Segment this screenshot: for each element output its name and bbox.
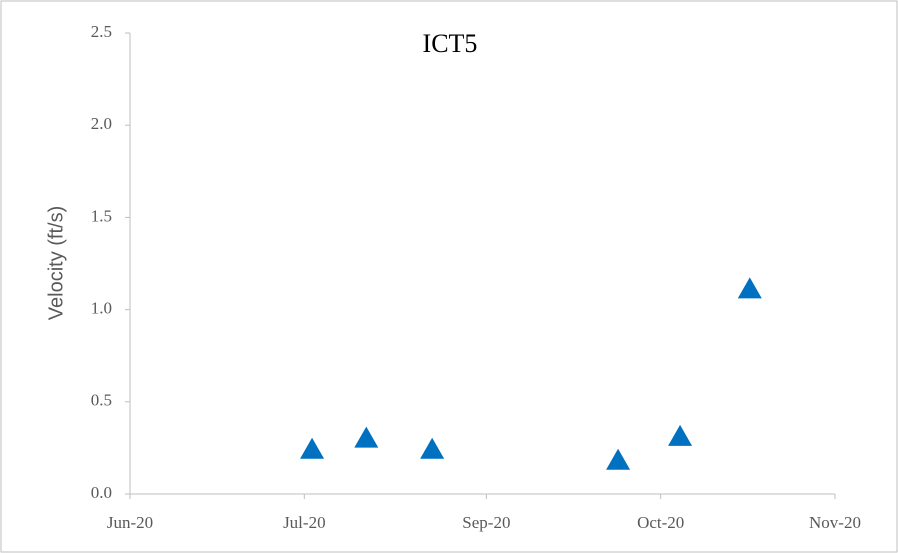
y-tick-label: 1.5	[91, 206, 112, 225]
chart-title: ICT5	[423, 29, 478, 58]
y-tick-label: 0.5	[91, 391, 112, 410]
x-tick-label: Jun-20	[107, 513, 153, 532]
x-tick-label: Jul-20	[283, 513, 326, 532]
y-tick-label: 2.5	[91, 22, 112, 41]
marker	[354, 426, 379, 448]
marker	[737, 277, 762, 299]
y-tick-label: 2.0	[91, 114, 112, 133]
y-tick-label: 0.0	[91, 483, 112, 502]
y-axis-label: Velocity (ft/s)	[45, 206, 67, 320]
marker	[668, 424, 693, 446]
marker	[606, 448, 631, 470]
y-tick-label: 1.0	[91, 299, 112, 318]
marker	[300, 437, 325, 459]
x-tick-label: Nov-20	[809, 513, 861, 532]
x-tick-label: Oct-20	[637, 513, 684, 532]
marker	[420, 437, 445, 459]
x-tick-label: Sep-20	[462, 513, 510, 532]
